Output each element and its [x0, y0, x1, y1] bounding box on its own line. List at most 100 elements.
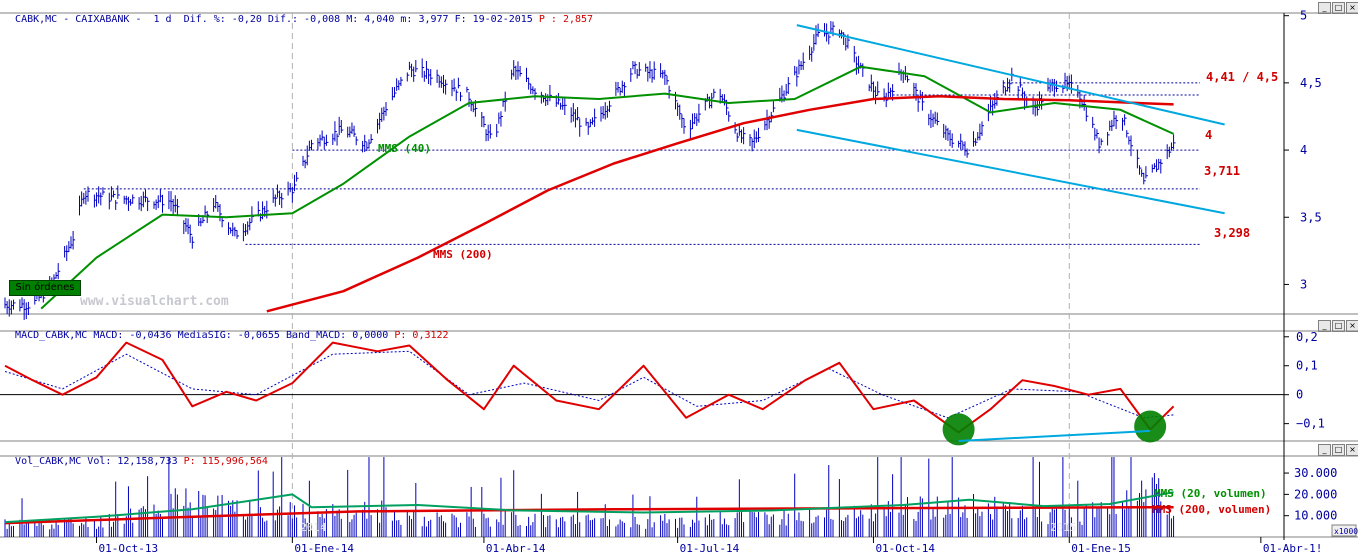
mms200-line [266, 95, 1174, 313]
price-bar [1173, 134, 1176, 150]
price-ticker: CABK,MC - CAIXABANK - 1 d [15, 14, 172, 25]
price-bar [421, 58, 425, 78]
price-bar [579, 118, 582, 137]
price-bar [466, 86, 469, 93]
price-bar [1083, 94, 1087, 111]
price-bar [1160, 159, 1163, 174]
price-y-tick-label: 3 [1300, 277, 1307, 291]
price-bar [325, 134, 329, 146]
price-bar [534, 88, 538, 100]
price-bar [445, 79, 448, 95]
price-bar [758, 127, 761, 143]
price-bar [557, 92, 561, 105]
mms20v-line [4, 491, 1174, 524]
macd-divergence-line [958, 429, 1151, 442]
price-bar [1126, 130, 1129, 138]
price-bar [1070, 74, 1074, 94]
price-bar [311, 139, 314, 151]
price-bar [468, 92, 472, 107]
maximize-icon[interactable]: □ [1332, 444, 1345, 456]
price-bar [191, 236, 195, 249]
price-bar [87, 186, 91, 202]
x-axis-tick-label: 01-Oct-14 [875, 542, 935, 555]
price-bar [496, 123, 499, 138]
price-bar [1036, 100, 1040, 116]
macd-layer [0, 341, 1284, 446]
price-bar [415, 59, 418, 73]
price-layer [4, 21, 1225, 320]
price-bar [728, 111, 731, 122]
price-bar [394, 86, 397, 98]
price-bar [291, 186, 295, 203]
price-bar [102, 187, 105, 195]
x-axis-tick-label: 01-Abr-1! [1263, 542, 1323, 555]
price-bar [400, 76, 403, 87]
price-bar [1002, 80, 1006, 94]
price-bar [736, 132, 740, 142]
price-bar [251, 206, 254, 223]
price-bar [1096, 129, 1099, 139]
x-axis-tick-label: 01-Abr-14 [486, 542, 546, 555]
level-label-3298: 3,298 [1214, 226, 1250, 240]
macd-y-tick-label: 0,1 [1296, 359, 1318, 373]
price-bar [1092, 116, 1095, 129]
price-bar [1100, 138, 1104, 146]
price-bar [1085, 106, 1089, 122]
mms20v-label: MMS (20, volumen) [1154, 487, 1267, 500]
price-bar [1017, 86, 1021, 100]
grid [83, 13, 1200, 537]
volume-unit-label: x1000 [1334, 527, 1358, 536]
price-bar [162, 194, 165, 213]
volume-p-value: P: 115,996,564 [183, 456, 268, 467]
level-label-4: 4 [1205, 128, 1212, 142]
price-bar [132, 194, 135, 204]
macd-line [4, 341, 1175, 434]
sin-ordenes-button[interactable]: Sin órdenes [9, 280, 81, 296]
price-bar [274, 194, 278, 207]
price-bar [594, 108, 597, 127]
price-y-tick-label: 4,5 [1300, 76, 1322, 90]
price-bar [460, 91, 463, 102]
price-bar [457, 77, 461, 89]
price-y-tick-label: 4 [1300, 143, 1307, 157]
price-bar [406, 72, 410, 82]
price-bar [100, 192, 103, 206]
price-bar [353, 125, 357, 137]
channel-lower-line [796, 128, 1225, 215]
price-bar [334, 121, 337, 142]
macd-panel-title: MACD_CABK,MC MACD: -0,0436 MediaSIG: -0,… [3, 318, 449, 342]
price-bar [853, 45, 857, 63]
price-bar [907, 75, 910, 83]
price-bar [668, 85, 672, 99]
price-bar [115, 200, 118, 210]
price-bar [489, 124, 493, 139]
price-bar [787, 77, 791, 95]
price-stats: Dif. %: -0,20 Dif.: -0,008 M: 4,040 m: 3… [183, 14, 533, 25]
mms40-line [40, 65, 1175, 310]
price-bar [340, 119, 344, 133]
mms40-label: MMS (40) [378, 142, 431, 155]
price-bar [108, 192, 112, 210]
price-bar [564, 96, 567, 116]
price-bar [413, 66, 416, 82]
price-bar [72, 231, 76, 250]
channel-upper-line [796, 24, 1225, 126]
price-bar [1009, 79, 1012, 93]
price-bar [364, 134, 367, 153]
price-bar [828, 34, 831, 45]
maximize-icon[interactable]: □ [1332, 320, 1345, 332]
price-bar [1145, 166, 1148, 179]
price-bar [1019, 76, 1023, 88]
macd-y-tick-label: 0 [1296, 388, 1303, 402]
volume-y-tick-label: 20.000 [1294, 487, 1337, 501]
price-bar [679, 104, 682, 120]
price-bar [425, 60, 429, 79]
volume-panel-title: Vol_CABK,MC Vol: 12,158,733 P: 115,996,5… [3, 444, 268, 468]
macd-window-controls: _ □ × [1318, 320, 1358, 332]
price-bar [519, 65, 523, 77]
volume-unit-box [1331, 524, 1357, 537]
price-bar [617, 81, 621, 93]
price-bar [623, 82, 627, 98]
price-bar [1136, 149, 1140, 169]
